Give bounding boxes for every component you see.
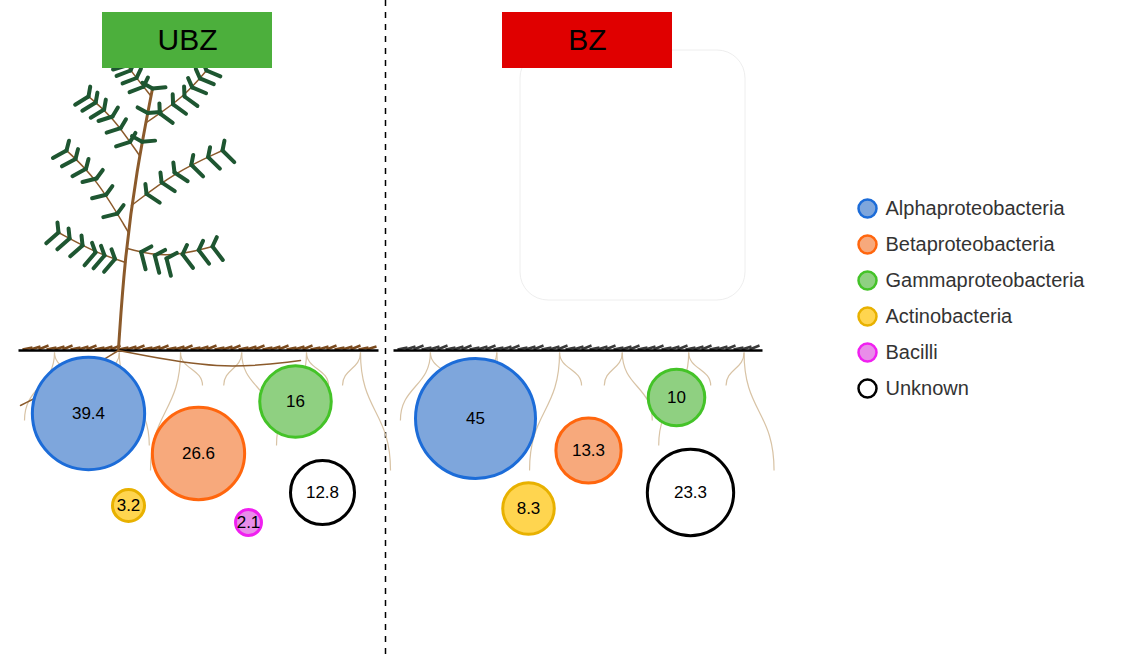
svg-text:Gammaproteobacteria: Gammaproteobacteria bbox=[886, 269, 1086, 291]
svg-text:8.3: 8.3 bbox=[517, 499, 541, 518]
svg-text:Unknown: Unknown bbox=[886, 377, 969, 399]
svg-text:45: 45 bbox=[466, 409, 485, 428]
svg-text:Betaproteobacteria: Betaproteobacteria bbox=[886, 233, 1056, 255]
svg-text:12.8: 12.8 bbox=[306, 483, 339, 502]
svg-text:3.2: 3.2 bbox=[117, 496, 141, 515]
svg-text:10: 10 bbox=[667, 388, 686, 407]
svg-text:Actinobacteria: Actinobacteria bbox=[886, 305, 1014, 327]
svg-text:16: 16 bbox=[286, 392, 305, 411]
svg-text:23.3: 23.3 bbox=[674, 483, 707, 502]
svg-text:2.1: 2.1 bbox=[237, 513, 261, 532]
svg-text:26.6: 26.6 bbox=[182, 444, 215, 463]
svg-text:UBZ: UBZ bbox=[158, 23, 218, 56]
svg-text:BZ: BZ bbox=[568, 23, 606, 56]
svg-text:13.3: 13.3 bbox=[572, 441, 605, 460]
svg-text:Bacilli: Bacilli bbox=[886, 341, 938, 363]
svg-text:Alphaproteobacteria: Alphaproteobacteria bbox=[886, 197, 1066, 219]
svg-text:39.4: 39.4 bbox=[72, 404, 105, 423]
